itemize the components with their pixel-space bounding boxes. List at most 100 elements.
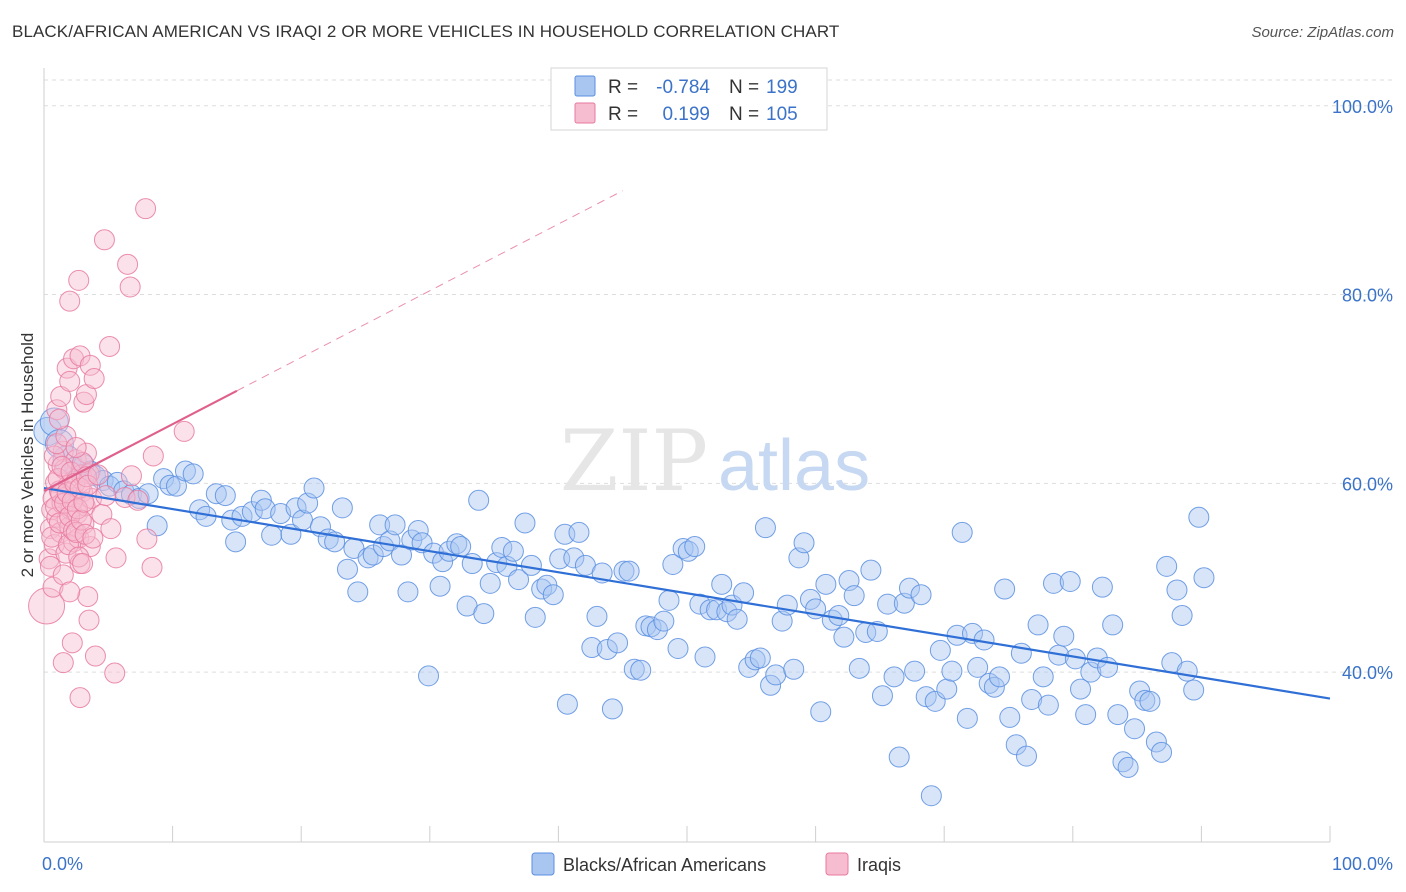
blacks-point (871, 685, 893, 707)
series-blacks-points (33, 407, 1215, 807)
trend-line-blacks (43, 486, 1331, 700)
blacks-point (662, 553, 684, 575)
blacks-point (929, 639, 951, 661)
iraqis-point (142, 445, 164, 467)
blacks-point (586, 605, 608, 627)
iraqis-point (69, 687, 91, 709)
blacks-point (760, 674, 782, 696)
iraqis-point (141, 556, 163, 578)
iraqis-point (78, 609, 100, 631)
blacks-point (601, 698, 623, 720)
legend-n-value-1: 199 (766, 77, 798, 98)
blacks-point (468, 489, 490, 511)
series-iraqis-points (28, 198, 195, 709)
iraqis-point (61, 632, 83, 654)
blacks-point (1183, 679, 1205, 701)
blacks-point (1107, 704, 1129, 726)
blacks-point (1032, 666, 1054, 688)
blacks-point (749, 647, 771, 669)
blacks-point (646, 619, 668, 641)
iraqis-point (54, 492, 76, 514)
blacks-point (828, 604, 850, 626)
iraqis-point (68, 269, 90, 291)
iraqis-point (84, 645, 106, 667)
blacks-point (860, 559, 882, 581)
blacks-point (941, 660, 963, 682)
iraqis-point (95, 485, 117, 507)
iraqis-point (83, 368, 105, 390)
blacks-point (261, 524, 283, 546)
iraqis-point (117, 253, 139, 275)
blacks-point (799, 588, 821, 610)
iraqis-point (105, 547, 127, 569)
blacks-point (630, 659, 652, 681)
blacks-point (581, 637, 603, 659)
blacks-point (479, 572, 501, 594)
legend-n-label-1: N = (729, 77, 759, 98)
iraqis-point (59, 370, 81, 392)
iraqis-point (65, 436, 87, 458)
blacks-point (983, 676, 1005, 698)
iraqis-point (42, 576, 64, 598)
blacks-point (658, 589, 680, 611)
iraqis-point (68, 546, 90, 568)
correlation-legend: R = -0.784 N = 199 R = 0.199 N = 105 (550, 67, 828, 131)
blacks-point (848, 657, 870, 679)
blacks-point (833, 626, 855, 648)
iraqis-point (99, 335, 121, 357)
iraqis-point (87, 464, 109, 486)
blacks-point (438, 540, 460, 562)
blacks-point (783, 658, 805, 680)
blacks-point (988, 666, 1010, 688)
blacks-point (1027, 614, 1049, 636)
blacks-point (285, 497, 307, 519)
blacks-point (815, 573, 837, 595)
iraqis-point (52, 564, 74, 586)
watermark-zip: ZIP (560, 412, 708, 510)
iraqis-point (100, 518, 122, 540)
chart-source: Source: ZipAtlas.com (1251, 24, 1394, 41)
blacks-point (765, 664, 787, 686)
iraqis-point (55, 542, 77, 564)
blacks-point (225, 531, 247, 553)
blacks-point (137, 483, 159, 505)
blacks-point (951, 521, 973, 543)
blacks-point (920, 785, 942, 807)
blacks-point (733, 582, 755, 604)
blacks-point (1145, 731, 1167, 753)
blacks-point (1080, 661, 1102, 683)
blacks-point (754, 517, 776, 539)
blacks-point (432, 551, 454, 573)
blacks-point (994, 578, 1016, 600)
trend-line-iraqis-extension (236, 190, 623, 392)
iraqis-point (79, 354, 101, 376)
blacks-point (618, 560, 640, 582)
blacks-point (1171, 604, 1193, 626)
watermark-atlas: atlas (718, 426, 870, 506)
blacks-point (1059, 570, 1081, 592)
blacks-point (771, 610, 793, 632)
blacks-point (182, 463, 204, 485)
iraqis-point (82, 527, 104, 549)
iraqis-point (65, 521, 87, 543)
blacks-point (1075, 704, 1097, 726)
blacks-point (877, 593, 899, 615)
iraqis-point (59, 290, 81, 312)
iraqis-point (38, 548, 60, 570)
blacks-point (520, 554, 542, 576)
iraqis-point (136, 528, 158, 550)
iraqis-point (104, 662, 126, 684)
blacks-point (418, 665, 440, 687)
legend-swatch-blue (574, 75, 596, 97)
blacks-point (502, 540, 524, 562)
blacks-point (373, 536, 395, 558)
blacks-point (153, 468, 175, 490)
iraqis-point (57, 534, 79, 556)
blacks-point (384, 514, 406, 536)
legend-r-label-2: R = (608, 104, 638, 125)
iraqis-point (48, 408, 70, 430)
iraqis-point (39, 555, 61, 577)
blacks-point (613, 560, 635, 582)
blacks-point (429, 575, 451, 597)
blacks-point (667, 638, 689, 659)
